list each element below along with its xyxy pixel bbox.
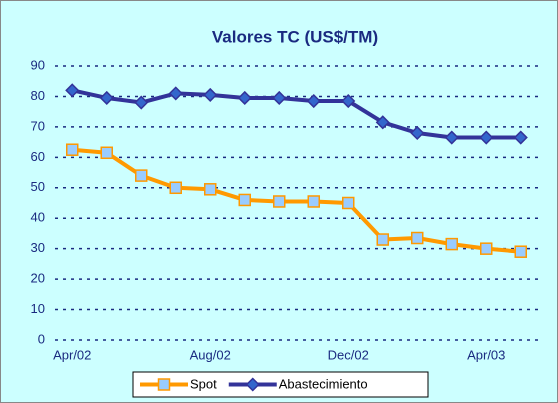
- data-point: [376, 233, 389, 246]
- data-point: [272, 90, 287, 106]
- data-point: [99, 90, 114, 106]
- data-point: [342, 196, 355, 210]
- data-point: [65, 83, 80, 98]
- x-tick-label: Aug/02: [190, 347, 231, 362]
- data-point: [410, 125, 425, 141]
- data-point: [273, 195, 286, 208]
- y-tick-label: 10: [31, 301, 45, 316]
- data-point: [341, 93, 356, 109]
- data-point: [203, 87, 218, 102]
- y-tick-label: 30: [31, 240, 45, 255]
- x-tick-label: Apr/03: [467, 347, 505, 362]
- data-point: [169, 181, 182, 195]
- data-point: [168, 86, 183, 101]
- y-tick-label: 80: [31, 88, 45, 103]
- y-tick-label: 40: [31, 210, 45, 225]
- legend-label: Abastecimiento: [279, 376, 368, 391]
- y-tick-label: 70: [31, 118, 45, 133]
- legend-marker: [245, 377, 260, 392]
- y-tick-label: 90: [31, 57, 45, 72]
- y-tick-label: 20: [31, 271, 45, 286]
- data-point: [375, 115, 390, 130]
- data-point: [238, 193, 251, 207]
- data-point: [204, 183, 217, 196]
- x-tick-label: Dec/02: [328, 347, 369, 362]
- y-tick-label: 60: [31, 149, 45, 164]
- data-point: [100, 146, 113, 160]
- y-tick-label: 50: [31, 179, 45, 194]
- x-tick-label: Apr/02: [53, 347, 91, 362]
- data-point: [513, 130, 528, 145]
- data-point: [480, 242, 493, 255]
- data-point: [135, 169, 148, 182]
- data-point: [307, 195, 320, 208]
- y-tick-label: 0: [38, 331, 45, 346]
- legend-marker: [157, 378, 171, 391]
- data-point: [66, 143, 79, 156]
- legend-label: Spot: [190, 376, 217, 391]
- data-point: [134, 95, 149, 110]
- data-point: [444, 130, 459, 145]
- data-point: [514, 245, 527, 258]
- data-point: [306, 93, 321, 109]
- data-point: [445, 237, 458, 251]
- data-point: [411, 231, 424, 245]
- data-point: [479, 130, 494, 145]
- chart-title: Valores TC (US$/TM): [212, 27, 378, 46]
- data-point: [237, 90, 252, 106]
